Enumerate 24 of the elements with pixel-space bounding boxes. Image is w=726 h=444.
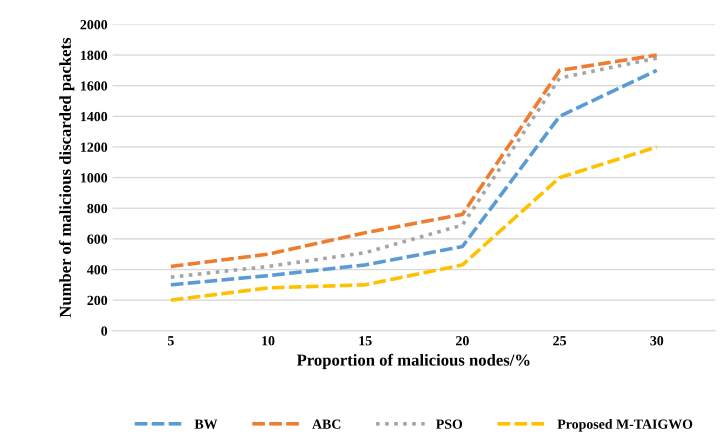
legend-label: ABC <box>312 419 340 429</box>
y-tick-label: 1600 <box>81 81 108 91</box>
y-tick-label: 200 <box>87 296 108 306</box>
legend-label: BW <box>194 420 218 429</box>
y-tick-label: 800 <box>87 204 108 214</box>
y-tick-label: 1400 <box>81 112 108 122</box>
legend-label: Proposed M-TAIGWO <box>557 419 692 432</box>
x-tick-label: 10 <box>262 336 274 346</box>
y-tick-label: 1200 <box>81 142 108 152</box>
y-axis-title: Number of malicious discarded packets <box>59 38 74 318</box>
y-tick-label: 600 <box>87 234 108 244</box>
y-tick-label: 2000 <box>80 20 108 30</box>
y-tick-label: 400 <box>87 265 108 274</box>
x-tick-label: 15 <box>359 336 372 346</box>
y-tick-label: 1000 <box>81 173 108 183</box>
x-tick-label: 25 <box>553 336 566 346</box>
legend-label: PSO <box>436 419 462 429</box>
x-tick-label: 30 <box>650 336 664 346</box>
x-tick-label: 20 <box>456 336 469 346</box>
line-series <box>169 145 659 302</box>
y-tick-label: 1800 <box>81 50 108 60</box>
x-tick-label: 5 <box>168 336 174 346</box>
x-axis-title: Proportion of malicious nodes/% <box>296 354 530 370</box>
y-tick-label: 0 <box>101 326 108 336</box>
